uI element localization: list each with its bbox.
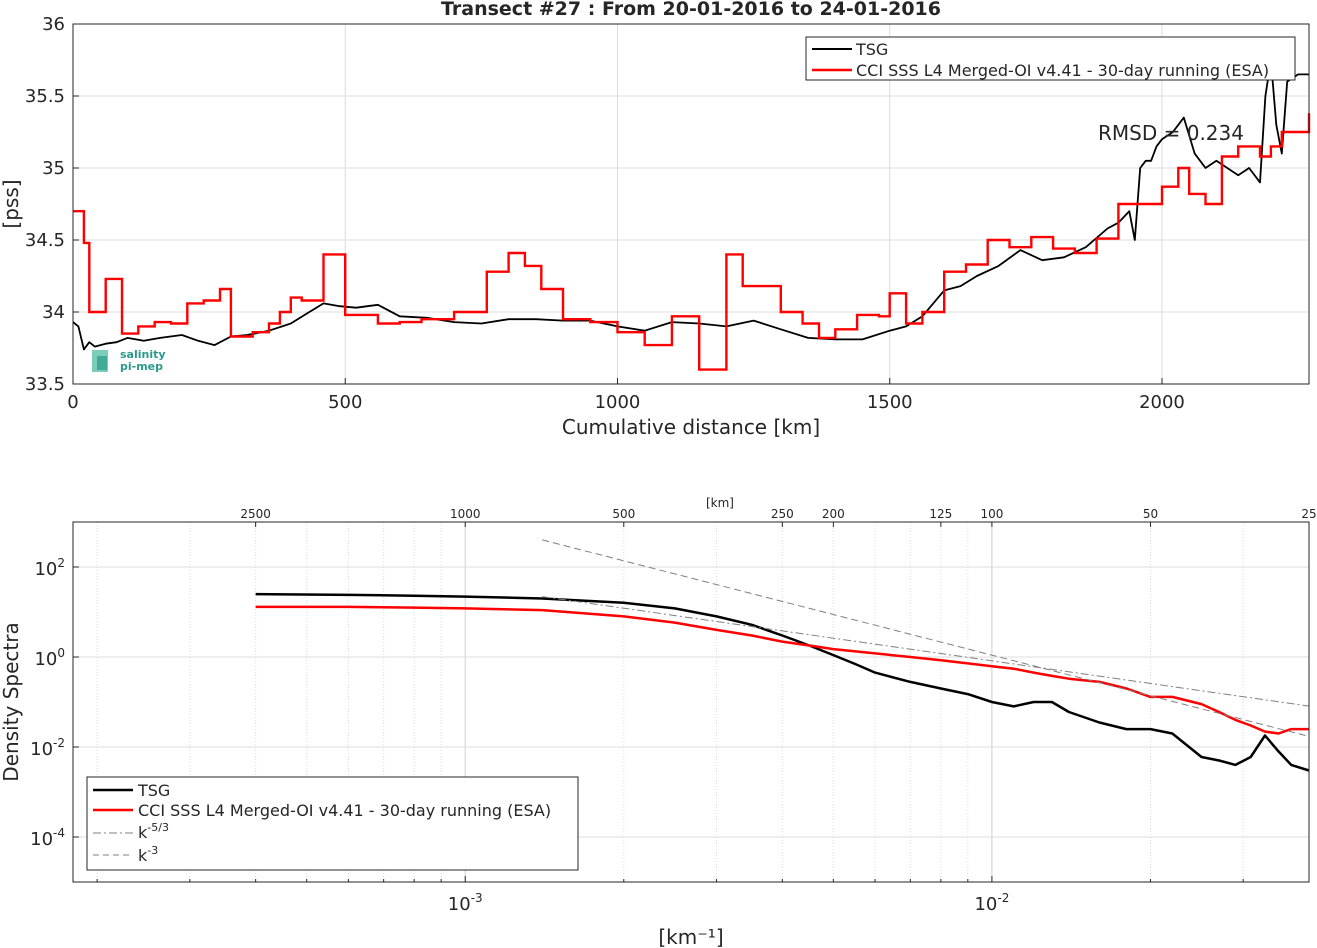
bottom-x-axis-label: [km⁻¹]	[658, 925, 723, 948]
chart-title: Transect #27 : From 20-01-2016 to 24-01-…	[441, 0, 941, 20]
y-tick-label: 102	[34, 556, 65, 580]
y-tick-label: 36	[42, 14, 65, 35]
top-chart-axes-box	[72, 23, 1310, 385]
x-tick-label: 10-2	[974, 891, 1009, 915]
k3-exp: -3	[147, 844, 158, 857]
top-legend-label-cci: CCI SSS L4 Merged-OI v4.41 - 30-day runn…	[856, 61, 1269, 80]
tick-base: 10	[974, 894, 997, 915]
top-legend-box	[805, 36, 1296, 81]
top-x-axis-label: Cumulative distance [km]	[562, 415, 820, 439]
y-tick-label: 34.5	[25, 230, 65, 251]
top-tick-label: 1000	[450, 507, 481, 521]
top-tick-label: 250	[771, 507, 794, 521]
tick-base: 10	[30, 739, 53, 760]
top-chart-ticks: 0 500 1000 1500 2000 33.5 34 34.5 35 35.5 36	[25, 14, 1185, 413]
bottom-chart-series	[255, 539, 1310, 772]
rmsd-annotation: RMSD = 0.234	[1098, 121, 1244, 145]
x-tick-label: 1500	[867, 392, 913, 413]
tick-base: 10	[34, 649, 57, 670]
logo-text-line2: pi-mep	[120, 360, 163, 373]
bottom-legend-label-cci: CCI SSS L4 Merged-OI v4.41 - 30-day runn…	[138, 801, 551, 820]
k3-base: k	[138, 846, 148, 865]
top-y-axis-label: [pss]	[0, 179, 23, 228]
y-tick-label: 34	[42, 302, 65, 323]
tsg-spectrum-line	[255, 592, 1310, 772]
tick-exponent: -4	[53, 826, 65, 840]
y-tick-label: 35	[42, 158, 65, 179]
y-tick-label: 33.5	[25, 374, 65, 395]
top-tick-label: 2500	[240, 507, 271, 521]
x-tick-label: 1000	[595, 392, 641, 413]
x-tick-label: 500	[328, 392, 362, 413]
bottom-legend-label-k53: k-5/3	[138, 821, 169, 842]
x-tick-label: 0	[67, 392, 78, 413]
top-tick-label: 125	[929, 507, 952, 521]
top-tick-label: 200	[822, 507, 845, 521]
bottom-legend-label-k3: k-3	[138, 844, 158, 865]
cci-series-line	[73, 113, 1311, 371]
tick-base: 10	[448, 894, 471, 915]
top-tick-label: 50	[1143, 507, 1158, 521]
top-tick-label: 500	[612, 507, 635, 521]
y-tick-label: 35.5	[25, 86, 65, 107]
top-tick-label: 100	[980, 507, 1003, 521]
k-5-3-reference-line	[542, 596, 1310, 707]
top-tick-label: 25	[1301, 507, 1316, 521]
y-tick-label: 100	[34, 646, 65, 670]
k-3-reference-line	[542, 539, 1310, 737]
top-legend-label-tsg: TSG	[855, 40, 888, 59]
tick-exponent: -3	[471, 891, 483, 905]
bottom-legend-label-tsg: TSG	[137, 781, 170, 800]
k53-exp: -5/3	[147, 821, 169, 834]
tick-base: 10	[34, 559, 57, 580]
top-chart-series	[72, 59, 1311, 371]
logo-text-line1: salinity	[120, 348, 166, 361]
tick-exponent: -2	[53, 736, 65, 750]
logo: salinity pi-mep	[92, 348, 166, 373]
y-tick-label: 10-2	[30, 736, 65, 760]
bottom-chart-axes-box	[72, 521, 1310, 883]
tick-base: 10	[30, 829, 53, 850]
tick-exponent: 0	[57, 646, 65, 660]
tick-exponent: -2	[997, 891, 1009, 905]
top-axis-unit-label: [km]	[706, 496, 734, 510]
bottom-legend-box	[86, 776, 579, 871]
top-legend: TSG CCI SSS L4 Merged-OI v4.41 - 30-day …	[805, 36, 1296, 81]
bottom-y-axis-label: Density Spectra	[0, 622, 23, 781]
logo-mark-shade	[97, 356, 107, 370]
y-tick-label: 10-4	[30, 826, 65, 850]
x-tick-label: 2000	[1139, 392, 1185, 413]
x-tick-label: 10-3	[448, 891, 483, 915]
bottom-legend: TSG CCI SSS L4 Merged-OI v4.41 - 30-day …	[86, 776, 579, 871]
tick-exponent: 2	[57, 556, 65, 570]
k53-base: k	[138, 823, 148, 842]
cci-spectrum-line	[255, 605, 1309, 735]
